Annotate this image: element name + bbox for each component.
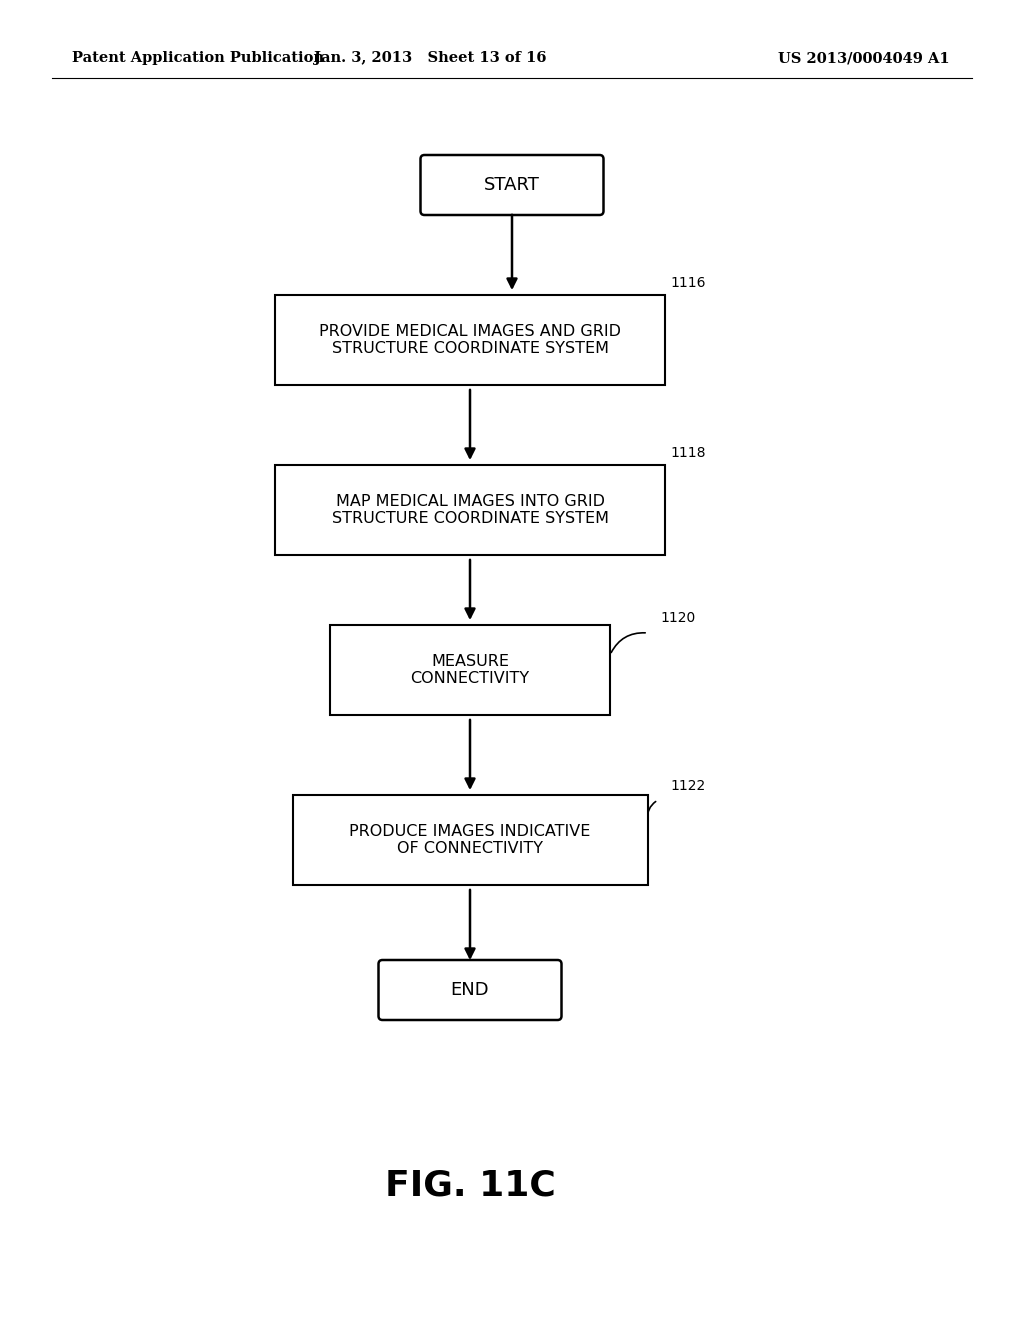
Bar — [275, 465, 665, 554]
Text: FIG. 11C: FIG. 11C — [385, 1168, 555, 1203]
Text: 1120: 1120 — [660, 611, 695, 624]
Bar — [275, 294, 665, 385]
Text: PRODUCE IMAGES INDICATIVE
OF CONNECTIVITY: PRODUCE IMAGES INDICATIVE OF CONNECTIVIT… — [349, 824, 591, 857]
Text: MAP MEDICAL IMAGES INTO GRID
STRUCTURE COORDINATE SYSTEM: MAP MEDICAL IMAGES INTO GRID STRUCTURE C… — [332, 494, 608, 527]
Text: PROVIDE MEDICAL IMAGES AND GRID
STRUCTURE COORDINATE SYSTEM: PROVIDE MEDICAL IMAGES AND GRID STRUCTUR… — [319, 323, 621, 356]
Text: START: START — [484, 176, 540, 194]
Text: US 2013/0004049 A1: US 2013/0004049 A1 — [778, 51, 950, 65]
Bar — [293, 795, 647, 884]
Text: Jan. 3, 2013   Sheet 13 of 16: Jan. 3, 2013 Sheet 13 of 16 — [313, 51, 546, 65]
Text: END: END — [451, 981, 489, 999]
Text: 1122: 1122 — [670, 779, 706, 793]
Text: 1116: 1116 — [670, 276, 706, 290]
Text: Patent Application Publication: Patent Application Publication — [72, 51, 324, 65]
Bar — [330, 624, 610, 715]
Text: MEASURE
CONNECTIVITY: MEASURE CONNECTIVITY — [411, 653, 529, 686]
Text: 1118: 1118 — [670, 446, 706, 459]
FancyBboxPatch shape — [379, 960, 561, 1020]
FancyBboxPatch shape — [421, 154, 603, 215]
